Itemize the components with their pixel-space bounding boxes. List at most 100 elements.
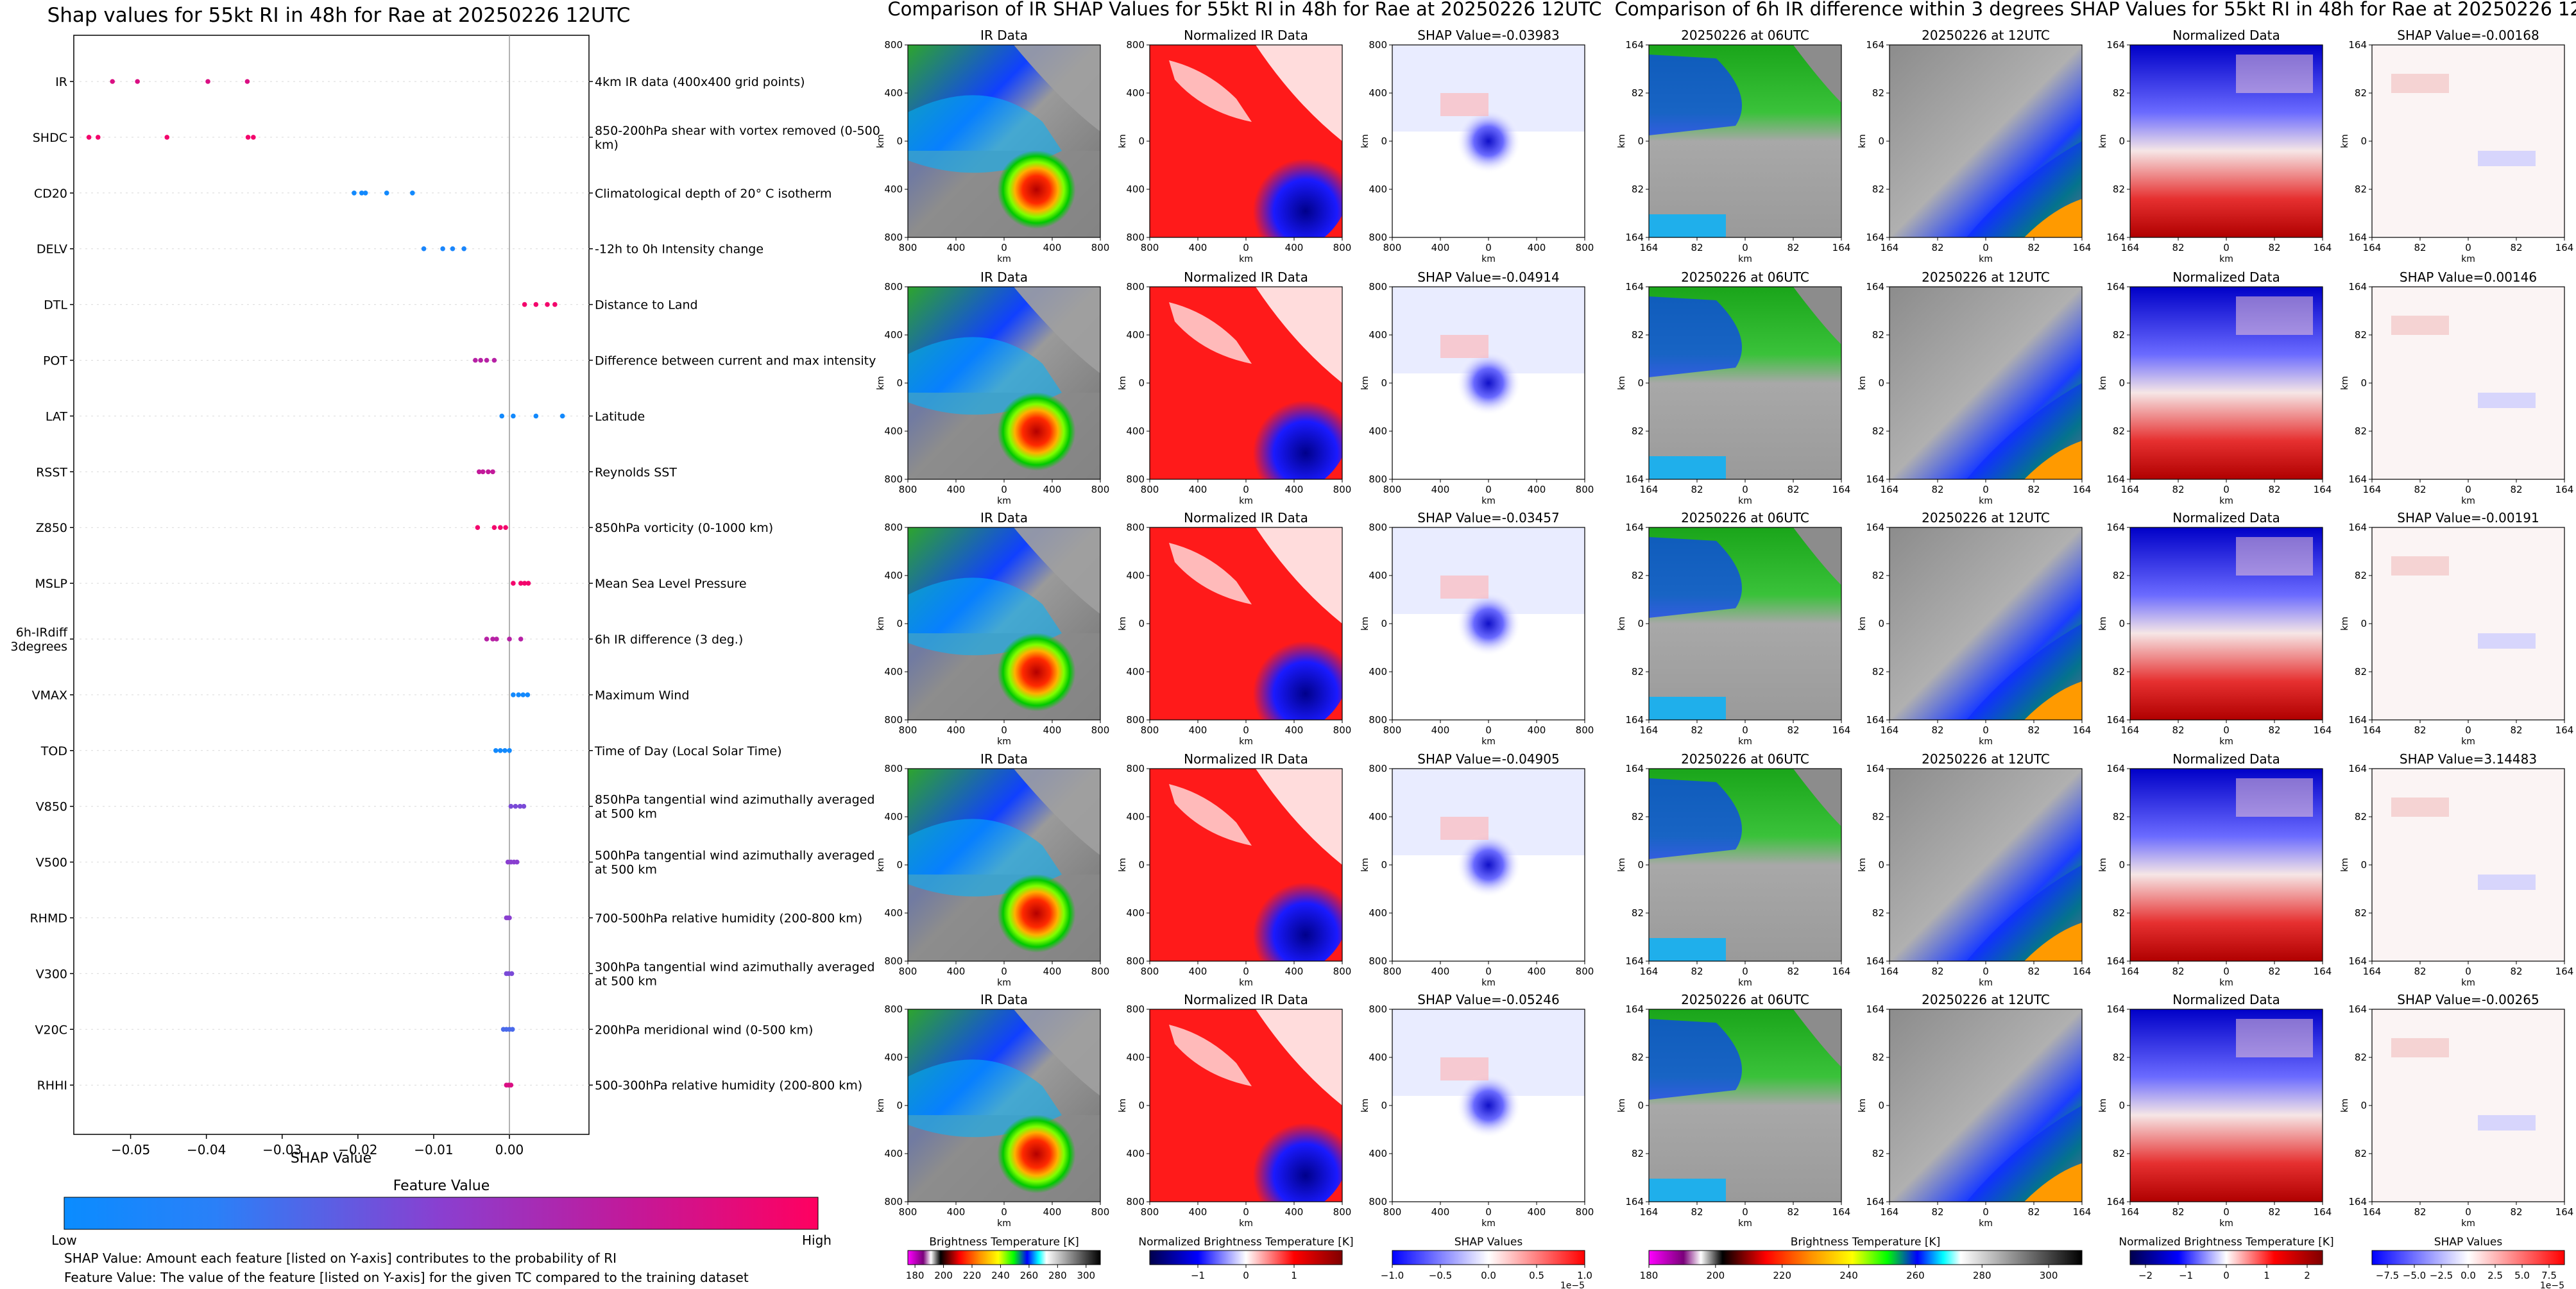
ir-panel-r3-c0-ytick-label-4: 800: [884, 955, 903, 967]
diff-panel-r4-c1-ytick-label-0: 164: [1866, 1003, 1884, 1015]
diff-colorbar-tick-label-2-5: 5.0: [2514, 1270, 2530, 1281]
diff-panel-r1-c1-xlabel: km: [1979, 496, 1993, 506]
diff-colorbar-0: [1648, 1250, 2083, 1265]
ir-panel-r0-c0-ytick-label-1: 400: [884, 87, 903, 99]
ir-panel-r3-c0-xtick-label-0: 800: [899, 966, 917, 977]
diff-panel-r1-c3-xtick-label-0: 164: [2363, 484, 2382, 495]
ir-panel-r1-c0-ytick-label-1: 400: [884, 329, 903, 341]
ir-panel-r4-c1-white-streak: [1169, 1025, 1252, 1086]
diff-panel-r4-c3-ytick-label-0: 164: [2348, 1003, 2367, 1015]
diff-panel-r1-c2: [2130, 287, 2323, 479]
shap-point-Z850-3: [503, 525, 508, 530]
diff-panel-r0-c1-ytick-label-2: 0: [1878, 135, 1884, 147]
ir-panel-r4-c0-xtick-label-4: 800: [1091, 1206, 1110, 1218]
diff-panel-r2-c1-xtick-label-3: 82: [2027, 724, 2040, 736]
ir-panel-r0-c1-xtick-label-3: 400: [1285, 242, 1304, 253]
ir-panel-r0-c1-xtick-label-2: 0: [1243, 242, 1249, 253]
ir-panel-r1-c1-title: Normalized IR Data: [1184, 269, 1308, 285]
diff-panel-r0-c3-xtick-label-2: 0: [2465, 242, 2471, 253]
diff-colorbar-label-0: Brightness Temperature [K]: [1791, 1236, 1940, 1249]
diff-panel-r0-c3-ytick-label-2: 0: [2360, 135, 2367, 147]
ir-panel-r1-c1-ytick-label-0: 800: [1126, 281, 1145, 293]
diff-panel-r1-c1-xtick-label-0: 164: [1881, 484, 1899, 495]
ir-panel-r1-c2-title: SHAP Value=-0.04914: [1417, 269, 1559, 285]
ir-panel-r4-c0: [908, 1009, 1100, 1202]
ir-colorbar-tick-label-1-0: −1: [1191, 1270, 1205, 1281]
shap-point-POT-3: [491, 357, 497, 363]
shap-point-RSST-3: [490, 469, 495, 475]
diff-panel-r0-c0-gray-corner: [1793, 45, 1841, 103]
diff-panel-r2-c3-xtick-label-1: 82: [2414, 724, 2426, 736]
diff-panel-r2-c0-ytick-label-4: 164: [1625, 714, 1644, 726]
diff-panel-r3-c2-xtick-label-4: 164: [2314, 966, 2332, 977]
ir-panel-r3-c1-title: Normalized IR Data: [1184, 751, 1308, 767]
diff-panel-r1-c2-ytick-label-0: 164: [2106, 281, 2125, 293]
ir-panel-r0-c2-xtick-label-4: 800: [1576, 242, 1594, 253]
feature-label-11: VMAX: [32, 688, 67, 703]
ir-panel-r0-c1: [1150, 45, 1342, 237]
ir-colorbar-label-2: SHAP Values: [1454, 1236, 1523, 1249]
diff-panel-r4-c2-xlabel: km: [2219, 1218, 2233, 1229]
diff-panel-r2-c3-ytick-label-3: 82: [2355, 666, 2367, 678]
diff-panel-r3-c0-xtick-label-1: 82: [1691, 966, 1703, 977]
diff-panel-r4-c1-warm-corner: [2024, 1163, 2082, 1202]
diff-panel-r4-c1-ytick-label-4: 164: [1866, 1196, 1884, 1208]
diff-panel-r1-c2-xtick-label-1: 82: [2172, 484, 2184, 495]
shap-point-DELV-3: [461, 246, 466, 252]
diff-panel-r4-c0-ytick-label-1: 82: [1632, 1052, 1644, 1063]
ir-panel-r3-c1-ytick-label-0: 800: [1126, 763, 1145, 774]
ir-panel-r1-c0-xtick-label-0: 800: [899, 484, 917, 495]
ir-panel-r0-c1-white-wedge: [1256, 45, 1342, 141]
feature-description-15: 700-500hPa relative humidity (200-800 km…: [595, 912, 862, 926]
ir-panel-r2-c1-xtick-label-2: 0: [1243, 724, 1249, 736]
diff-panel-r1-c0-ytick-label-3: 82: [1632, 425, 1644, 437]
diff-panel-r4-c2-xtick-label-2: 0: [2223, 1206, 2230, 1218]
diff-panel-r1-c0-title: 20250226 at 06UTC: [1681, 269, 1809, 285]
ir-panel-r1-c0-ytick-label-4: 800: [884, 474, 903, 485]
diff-panel-r0-c0-xtick-label-1: 82: [1691, 242, 1703, 253]
ir-panel-r3-c0-ytick-label-0: 800: [884, 763, 903, 774]
feature-description-12: Time of Day (Local Solar Time): [594, 744, 782, 758]
diff-panel-r1-c0-blue-cloud: [1649, 296, 1742, 377]
feature-label-2: CD20: [34, 187, 67, 201]
ir-panel-r2-c1-ytick-label-0: 800: [1126, 522, 1145, 533]
ir-panel-r0-c0: [908, 45, 1100, 237]
diff-panel-r4-c1-xtick-label-3: 82: [2027, 1206, 2040, 1218]
diff-colorbar-tick-label-0-4: 260: [1906, 1270, 1925, 1281]
ir-panel-r1-c2-xtick-label-4: 800: [1576, 484, 1594, 495]
diff-panel-r4-c3-blue-blotch: [2478, 1115, 2536, 1131]
colorbar-low-label: Low: [51, 1233, 76, 1248]
ir-panel-r1-c2-ytick-label-1: 400: [1369, 329, 1387, 341]
diff-panel-r2-c0-cyan-edge: [1649, 697, 1726, 720]
diff-colorbar-1: [2129, 1250, 2323, 1265]
diff-panel-r2-c3-title: SHAP Value=-0.00191: [2397, 510, 2539, 525]
diff-panel-r0-c2-xtick-label-3: 82: [2268, 242, 2280, 253]
diff-panel-r0-c1-xtick-label-4: 164: [2073, 242, 2092, 253]
feature-description-18: 500-300hPa relative humidity (200-800 km…: [595, 1079, 862, 1093]
diff-panel-r0-c3-ytick-label-4: 164: [2348, 232, 2367, 243]
diff-panel-r3-c0-xtick-label-3: 82: [1787, 966, 1799, 977]
ir-panel-r3-c0-ytick-label-2: 0: [896, 859, 903, 871]
feature-label-4: DTL: [44, 298, 67, 312]
diff-panel-r3-c1-ytick-label-4: 164: [1866, 955, 1884, 967]
diff-panel-r4-c1-ylabel: km: [1857, 1098, 1868, 1113]
diff-colorbar-tick-label-2-2: −2.5: [2430, 1270, 2453, 1281]
ir-panel-r3-c1-xtick-label-3: 400: [1285, 966, 1304, 977]
ir-panel-r0-c0-ylabel: km: [876, 134, 886, 148]
ir-panel-r3-c2-xtick-label-2: 0: [1485, 966, 1492, 977]
diff-panel-r0-c3-title: SHAP Value=-0.00168: [2397, 28, 2539, 43]
diff-panel-r4-c0-xtick-label-3: 82: [1787, 1206, 1799, 1218]
ir-colorbar-2: [1392, 1250, 1585, 1265]
ir-panel-r1-c1-xlabel: km: [1239, 496, 1253, 506]
diff-colorbar-tick-label-0-6: 300: [2040, 1270, 2058, 1281]
diff-panel-r0-c3-red-blotch: [2391, 74, 2449, 93]
ir-panel-r3-c2-red-speckle: [1440, 817, 1488, 840]
diff-panel-r4-c1-xtick-label-2: 0: [1983, 1206, 1989, 1218]
diff-panel-r2-c2-ylabel: km: [2098, 617, 2108, 631]
diff-panel-r4-c0-ytick-label-3: 82: [1632, 1148, 1644, 1159]
diff-panel-r0-c2-title: Normalized Data: [2172, 28, 2280, 43]
diff-panel-r1-c2-ytick-label-1: 82: [2113, 329, 2125, 341]
feature-label-14: V500: [36, 856, 67, 870]
diff-panel-r3-c1: [1889, 769, 2082, 961]
ir-panel-r4-c1-ytick-label-4: 800: [1126, 1196, 1145, 1208]
